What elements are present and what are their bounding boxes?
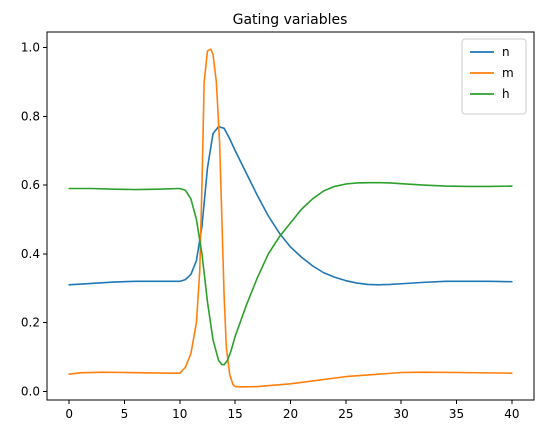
x-tick-label: 25 xyxy=(338,407,353,421)
y-tick-label: 0.4 xyxy=(21,247,40,261)
y-tick-label: 0.8 xyxy=(21,109,40,123)
x-tick-label: 10 xyxy=(172,407,187,421)
x-tick-label: 40 xyxy=(504,407,519,421)
x-tick-label: 0 xyxy=(65,407,73,421)
series-line-h xyxy=(68,181,513,366)
x-tick-label: 15 xyxy=(228,407,243,421)
series-line-n xyxy=(68,125,513,286)
y-tick-label: 0.2 xyxy=(21,316,40,330)
legend: nmh xyxy=(461,38,527,115)
y-tick-label: 0.6 xyxy=(21,178,40,192)
x-tick-label: 35 xyxy=(449,407,464,421)
y-tick-label: 0.0 xyxy=(21,384,40,398)
x-tick-label: 20 xyxy=(283,407,298,421)
series-line-m xyxy=(68,48,513,388)
x-tick-label: 5 xyxy=(121,407,129,421)
legend-box xyxy=(461,38,527,115)
plot-frame xyxy=(46,31,535,401)
legend-label-h: h xyxy=(502,87,510,101)
legend-label-n: n xyxy=(502,45,510,59)
chart-title: Gating variables xyxy=(233,12,348,28)
x-tick-label: 30 xyxy=(394,407,409,421)
series-layer xyxy=(68,48,513,388)
legend-label-m: m xyxy=(502,66,514,80)
axes-layer: 0 5 10 15 20 25 30 35 40 0.0 0.2 0.4 0.6 0.8 1.0 xyxy=(21,31,535,421)
y-tick-label: 1.0 xyxy=(21,40,40,54)
